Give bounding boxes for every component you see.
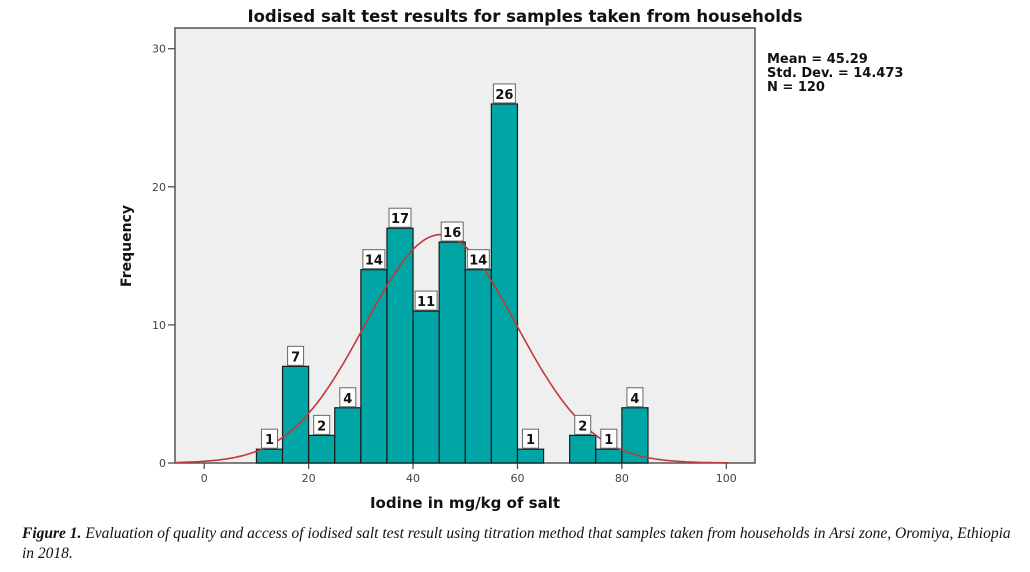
bar-55-60 xyxy=(490,103,519,464)
data-label: 2 xyxy=(317,419,326,434)
data-label: 14 xyxy=(365,254,383,269)
y-tick-label: 30 xyxy=(152,43,166,56)
data-label-box xyxy=(388,207,412,228)
bar-40-45 xyxy=(412,310,440,464)
x-tick-label: 60 xyxy=(510,472,524,485)
data-label-box xyxy=(440,221,464,242)
data-label: 11 xyxy=(417,295,435,310)
y-tick-label: 0 xyxy=(159,457,166,470)
bar-30-35 xyxy=(360,269,388,464)
y-tick-label: 20 xyxy=(152,181,166,194)
bar-60-65 xyxy=(516,448,545,464)
data-label-box xyxy=(466,249,490,270)
data-label-box xyxy=(362,249,386,270)
x-axis: 0 20 40 60 80 100 xyxy=(201,463,737,485)
data-label-box xyxy=(287,345,305,366)
data-label-box xyxy=(260,428,278,449)
y-tick-label: 10 xyxy=(152,319,166,332)
data-label: 1 xyxy=(526,433,535,448)
data-label-box xyxy=(339,387,357,408)
bar-75-80 xyxy=(595,448,623,464)
histogram-chart: Iodised salt test results for samples ta… xyxy=(119,7,803,512)
data-label-box xyxy=(626,387,644,408)
std-dev-stat: Std. Dev. = 14.473 xyxy=(767,66,904,81)
data-label-box xyxy=(522,428,540,449)
mean-stat: Mean = 45.29 xyxy=(767,52,868,67)
data-label: 7 xyxy=(291,350,300,365)
y-axis: 0 10 20 30 xyxy=(152,43,175,470)
bar-80-85 xyxy=(621,407,649,464)
figure-caption: Figure 1. Evaluation of quality and acce… xyxy=(22,524,1022,564)
bar-15-20 xyxy=(281,365,310,464)
stats-legend: Mean = 45.29 Std. Dev. = 14.473 N = 120 xyxy=(767,53,903,95)
bar-45-50 xyxy=(438,241,466,464)
x-tick-label: 80 xyxy=(615,472,629,485)
x-axis-label: Iodine in mg/kg of salt xyxy=(370,494,560,512)
bar-50-55 xyxy=(464,269,492,464)
bar-20-25 xyxy=(308,434,336,464)
data-label: 4 xyxy=(343,392,352,407)
y-axis-label: Frequency xyxy=(119,205,135,287)
data-label: 4 xyxy=(630,392,639,407)
x-tick-label: 0 xyxy=(201,472,208,485)
bar-70-75 xyxy=(569,434,597,464)
bars-group xyxy=(255,103,649,464)
data-label-box xyxy=(313,414,331,435)
bar-10-15 xyxy=(255,448,284,464)
chart-title: Iodised salt test results for samples ta… xyxy=(247,7,802,26)
data-label-box xyxy=(492,83,516,104)
data-label: 1 xyxy=(265,433,274,448)
data-label: 1 xyxy=(604,433,613,448)
data-label-box xyxy=(574,414,592,435)
n-stat: N = 120 xyxy=(767,80,825,95)
bar-25-30 xyxy=(334,407,362,464)
data-label: 14 xyxy=(469,254,487,269)
x-tick-label: 40 xyxy=(406,472,420,485)
data-label: 26 xyxy=(495,88,513,103)
bar-35-40 xyxy=(386,227,414,464)
caption-text: Evaluation of quality and access of iodi… xyxy=(22,525,1011,562)
data-label: 2 xyxy=(578,419,587,434)
data-label-box xyxy=(600,428,618,449)
data-label: 17 xyxy=(391,212,409,227)
x-tick-label: 20 xyxy=(302,472,316,485)
data-label-box xyxy=(414,290,438,311)
x-tick-label: 100 xyxy=(716,472,737,485)
caption-label: Figure 1. xyxy=(22,525,82,542)
data-label: 16 xyxy=(443,226,461,241)
